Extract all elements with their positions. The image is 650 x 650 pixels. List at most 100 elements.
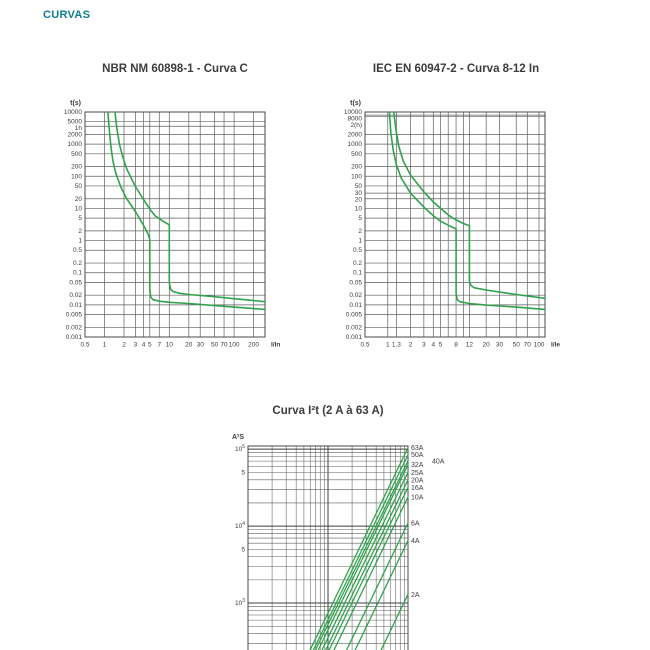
svg-text:50: 50 <box>75 183 83 190</box>
svg-text:3: 3 <box>422 342 426 349</box>
svg-text:500: 500 <box>351 151 362 158</box>
svg-text:5: 5 <box>241 546 245 553</box>
svg-text:12: 12 <box>466 342 474 349</box>
svg-text:0.1: 0.1 <box>73 270 82 277</box>
svg-text:0.5: 0.5 <box>73 247 82 254</box>
svg-text:0.05: 0.05 <box>69 279 82 286</box>
svg-text:20: 20 <box>483 342 491 349</box>
svg-text:0.005: 0.005 <box>66 312 83 319</box>
svg-text:1: 1 <box>358 238 362 245</box>
svg-text:50A: 50A <box>411 452 424 459</box>
chart-title-nbr: NBR NM 60898-1 - Curva C <box>102 63 248 75</box>
svg-text:0.5: 0.5 <box>360 342 369 349</box>
svg-text:103: 103 <box>235 598 245 607</box>
svg-text:I/Ie: I/Ie <box>551 342 560 349</box>
chart-title-i2t: Curva I²t (2 A à 63 A) <box>272 405 384 417</box>
svg-text:50: 50 <box>211 342 219 349</box>
svg-text:1000: 1000 <box>68 141 83 148</box>
svg-text:6A: 6A <box>411 520 420 527</box>
svg-text:0.05: 0.05 <box>349 279 362 286</box>
svg-text:2: 2 <box>409 342 413 349</box>
svg-text:0.002: 0.002 <box>66 324 83 331</box>
svg-text:200: 200 <box>248 342 259 349</box>
svg-text:32A: 32A <box>411 462 424 469</box>
svg-text:70: 70 <box>524 342 532 349</box>
svg-text:100: 100 <box>229 342 240 349</box>
svg-text:5: 5 <box>439 342 443 349</box>
svg-text:4A: 4A <box>411 538 420 545</box>
svg-text:2: 2 <box>122 342 126 349</box>
svg-text:70: 70 <box>220 342 228 349</box>
svg-text:500: 500 <box>71 151 82 158</box>
svg-text:0.01: 0.01 <box>349 302 362 309</box>
svg-text:A²S: A²S <box>232 434 244 441</box>
svg-text:10: 10 <box>355 205 363 212</box>
svg-text:200: 200 <box>351 164 362 171</box>
svg-text:25A: 25A <box>411 470 424 477</box>
svg-text:1.3: 1.3 <box>392 342 401 349</box>
svg-text:1000: 1000 <box>348 141 363 148</box>
svg-text:0.02: 0.02 <box>69 292 82 299</box>
svg-text:40A: 40A <box>432 459 445 466</box>
svg-text:20A: 20A <box>411 477 424 484</box>
svg-text:2A: 2A <box>411 592 420 599</box>
svg-text:50: 50 <box>513 342 521 349</box>
svg-text:t(s): t(s) <box>70 100 81 107</box>
svg-text:0.001: 0.001 <box>66 334 83 341</box>
svg-text:0.2: 0.2 <box>353 260 362 267</box>
svg-text:8000: 8000 <box>348 116 363 123</box>
svg-text:2000: 2000 <box>348 131 363 138</box>
svg-text:1: 1 <box>386 342 390 349</box>
svg-text:3: 3 <box>134 342 138 349</box>
svg-text:0.2: 0.2 <box>73 260 82 267</box>
svg-text:16A: 16A <box>411 485 424 492</box>
svg-text:20: 20 <box>75 196 83 203</box>
svg-text:10: 10 <box>75 205 83 212</box>
svg-text:10A: 10A <box>411 494 424 501</box>
svg-text:0.002: 0.002 <box>346 324 363 331</box>
svg-text:10: 10 <box>166 342 174 349</box>
svg-text:4: 4 <box>431 342 435 349</box>
svg-text:5: 5 <box>241 469 245 476</box>
svg-text:I/In: I/In <box>271 342 280 349</box>
svg-text:100: 100 <box>534 342 545 349</box>
svg-text:1: 1 <box>103 342 107 349</box>
svg-text:30: 30 <box>355 190 363 197</box>
svg-text:100: 100 <box>71 173 82 180</box>
svg-text:4: 4 <box>142 342 146 349</box>
svg-text:200: 200 <box>71 164 82 171</box>
svg-text:20: 20 <box>185 342 193 349</box>
svg-text:1: 1 <box>78 238 82 245</box>
svg-text:2(h): 2(h) <box>350 122 362 129</box>
svg-text:2: 2 <box>358 228 362 235</box>
svg-text:30: 30 <box>197 342 205 349</box>
iec-trip-curve-chart: 0.5 1 1.3 2 3 4 5 8 12 20 30 50 70 1001000080002(h)20… <box>344 100 560 349</box>
page-header-title: CURVAS <box>43 9 91 21</box>
svg-text:0.5: 0.5 <box>80 342 89 349</box>
svg-text:50: 50 <box>355 183 363 190</box>
nbr-trip-curve-chart: 0.5 1 2 3 4 5 7 10 20 30 50 70 100 2001000050001h2000… <box>64 100 280 349</box>
svg-text:2000: 2000 <box>68 132 83 139</box>
svg-text:63A: 63A <box>411 445 424 452</box>
svg-text:10000: 10000 <box>64 109 82 116</box>
svg-text:5: 5 <box>78 215 82 222</box>
svg-text:5: 5 <box>358 215 362 222</box>
svg-text:30: 30 <box>496 342 504 349</box>
svg-text:7: 7 <box>157 342 161 349</box>
svg-text:0.001: 0.001 <box>346 334 363 341</box>
chart-title-iec: IEC EN 60947-2 - Curva 8-12 In <box>372 63 540 75</box>
svg-text:100: 100 <box>351 173 362 180</box>
svg-text:t(s): t(s) <box>350 100 361 107</box>
svg-text:20: 20 <box>355 197 363 204</box>
svg-text:10000: 10000 <box>344 109 362 116</box>
svg-text:2: 2 <box>78 228 82 235</box>
svg-text:0.5: 0.5 <box>353 247 362 254</box>
svg-text:8: 8 <box>454 342 458 349</box>
svg-text:0.1: 0.1 <box>353 270 362 277</box>
svg-text:0.01: 0.01 <box>69 302 82 309</box>
svg-text:1h: 1h <box>75 125 83 132</box>
svg-text:104: 104 <box>235 521 245 530</box>
svg-text:5000: 5000 <box>68 119 83 126</box>
